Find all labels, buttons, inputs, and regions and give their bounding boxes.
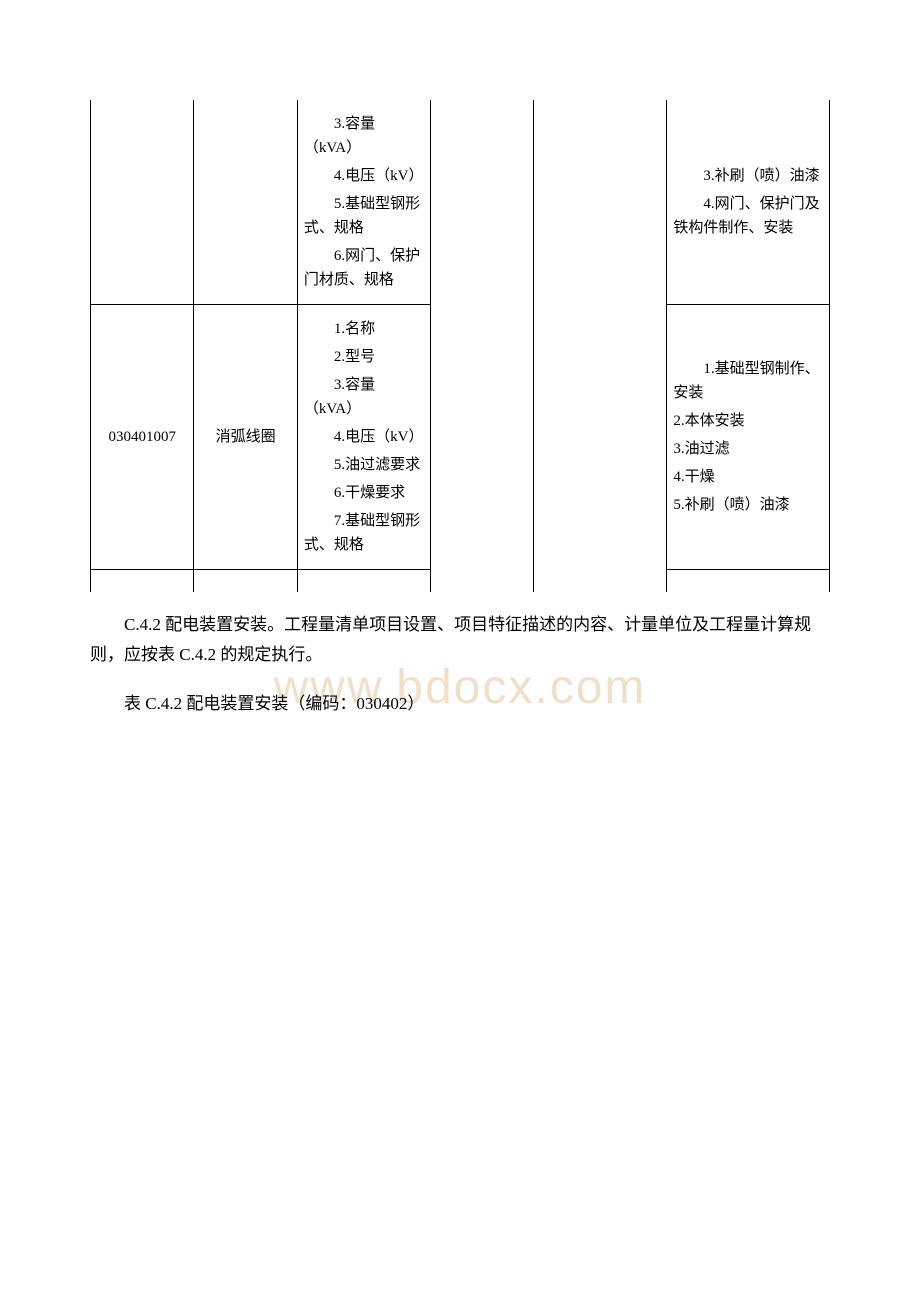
feature-item: 3.容量（kVA）: [304, 373, 424, 421]
feature-item: 1.名称: [304, 317, 424, 341]
feature-item: 2.型号: [304, 345, 424, 369]
cell-work: 1.基础型钢制作、安装 2.本体安装 3.油过滤 4.干燥 5.补刷（喷）油漆: [667, 305, 830, 570]
work-item: 3.补刷（喷）油漆: [673, 164, 823, 188]
cell-empty: [297, 570, 430, 592]
feature-item: 4.电压（kV）: [304, 425, 424, 449]
spec-table: 3.容量（kVA） 4.电压（kV） 5.基础型钢形式、规格 6.网门、保护门材…: [90, 100, 830, 592]
feature-item: 6.干燥要求: [304, 481, 424, 505]
paragraph-description: C.4.2 配电装置安装。工程量清单项目设置、项目特征描述的内容、计量单位及工程…: [90, 610, 830, 671]
cell-rule-empty: [534, 100, 667, 592]
feature-item: 7.基础型钢形式、规格: [304, 509, 424, 557]
cell-empty: [91, 570, 194, 592]
work-item: 4.干燥: [673, 465, 823, 489]
work-item: 4.网门、保护门及铁构件制作、安装: [673, 192, 823, 240]
feature-item: 4.电压（kV）: [304, 164, 424, 188]
feature-item: 5.基础型钢形式、规格: [304, 192, 424, 240]
work-item: 5.补刷（喷）油漆: [673, 493, 823, 517]
work-item: 2.本体安装: [673, 409, 823, 433]
cell-features: 1.名称 2.型号 3.容量（kVA） 4.电压（kV） 5.油过滤要求 6.干…: [297, 305, 430, 570]
work-item: 3.油过滤: [673, 437, 823, 461]
cell-empty: [194, 570, 297, 592]
cell-features-continued: 3.容量（kVA） 4.电压（kV） 5.基础型钢形式、规格 6.网门、保护门材…: [297, 100, 430, 305]
cell-code: 030401007: [91, 305, 194, 570]
paragraph-table-title: 表 C.4.2 配电装置安装（编码：030402）: [90, 689, 830, 720]
cell-unit-empty: [430, 100, 533, 592]
cell-name: 消弧线圈: [194, 305, 297, 570]
cell-empty: [667, 570, 830, 592]
cell-name-empty: [194, 100, 297, 305]
feature-item: 6.网门、保护门材质、规格: [304, 244, 424, 292]
cell-code-empty: [91, 100, 194, 305]
feature-item: 5.油过滤要求: [304, 453, 424, 477]
page-content: 3.容量（kVA） 4.电压（kV） 5.基础型钢形式、规格 6.网门、保护门材…: [90, 100, 830, 719]
cell-work-continued: 3.补刷（喷）油漆 4.网门、保护门及铁构件制作、安装: [667, 100, 830, 305]
table-row: 3.容量（kVA） 4.电压（kV） 5.基础型钢形式、规格 6.网门、保护门材…: [91, 100, 830, 305]
work-item: 1.基础型钢制作、安装: [673, 357, 823, 405]
feature-item: 3.容量（kVA）: [304, 112, 424, 160]
